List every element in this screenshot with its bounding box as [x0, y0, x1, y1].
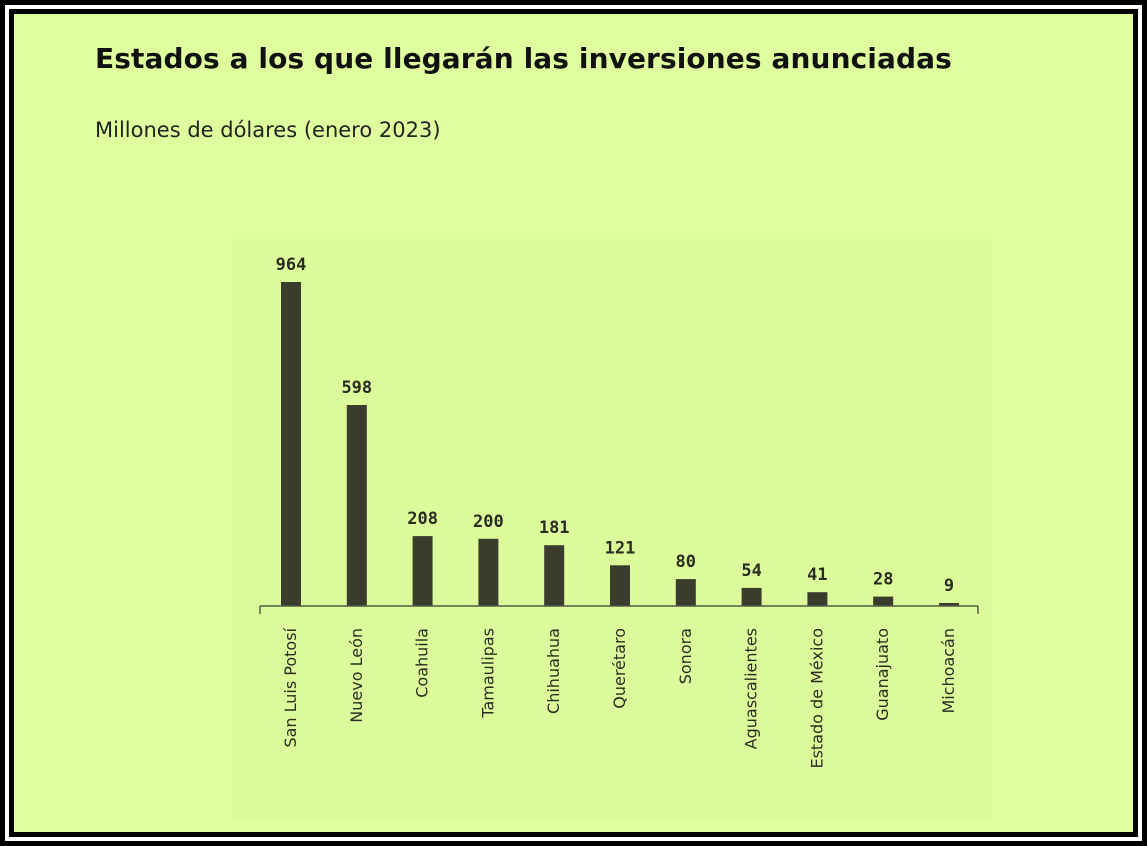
data-label-4: 181 — [539, 518, 570, 538]
category-label-10: Michoacán — [939, 628, 958, 714]
data-label-9: 28 — [873, 570, 893, 590]
bar-6 — [675, 579, 696, 606]
data-label-3: 200 — [473, 512, 504, 532]
data-label-10: 9 — [944, 576, 954, 596]
bar-5 — [610, 565, 630, 606]
category-label-4: Chihuahua — [544, 628, 563, 714]
bar-4 — [544, 545, 565, 606]
category-label-6: Sonora — [676, 628, 695, 684]
category-label-5: Querétaro — [610, 628, 629, 709]
chart-title: Estados a los que llegarán las inversion… — [95, 42, 952, 75]
bar-10 — [939, 603, 959, 606]
bar-9 — [873, 596, 894, 606]
data-label-0: 964 — [276, 255, 307, 275]
bar-8 — [807, 592, 828, 606]
bar-3 — [478, 538, 499, 606]
category-label-1: Nuevo León — [347, 628, 366, 723]
data-label-6: 80 — [676, 552, 696, 572]
category-label-9: Guanajuato — [873, 628, 892, 721]
bar-1 — [346, 405, 367, 606]
bar-2 — [412, 536, 433, 606]
bar-0 — [281, 282, 301, 606]
data-label-2: 208 — [407, 509, 438, 529]
category-label-0: San Luis Potosí — [281, 627, 300, 747]
bar-7 — [741, 587, 762, 606]
category-label-7: Aguascalientes — [742, 628, 761, 749]
data-label-5: 121 — [605, 538, 636, 558]
data-label-1: 598 — [341, 378, 372, 398]
chart-subtitle: Millones de dólares (enero 2023) — [95, 118, 441, 142]
category-label-3: Tamaulipas — [478, 628, 497, 719]
category-label-8: Estado de México — [807, 628, 826, 769]
category-label-2: Coahuila — [413, 628, 432, 698]
data-label-8: 41 — [807, 565, 827, 585]
plot-background — [232, 233, 992, 818]
data-label-7: 54 — [741, 561, 761, 581]
